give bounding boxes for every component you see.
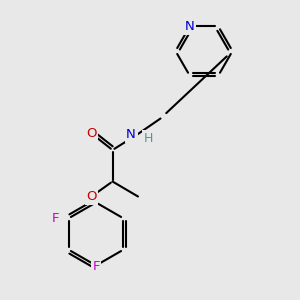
Text: N: N <box>185 20 195 33</box>
Text: O: O <box>86 127 97 140</box>
Text: N: N <box>126 128 136 142</box>
Text: H: H <box>144 131 153 145</box>
Text: F: F <box>52 212 60 225</box>
Text: F: F <box>92 260 100 274</box>
Text: O: O <box>86 190 97 203</box>
